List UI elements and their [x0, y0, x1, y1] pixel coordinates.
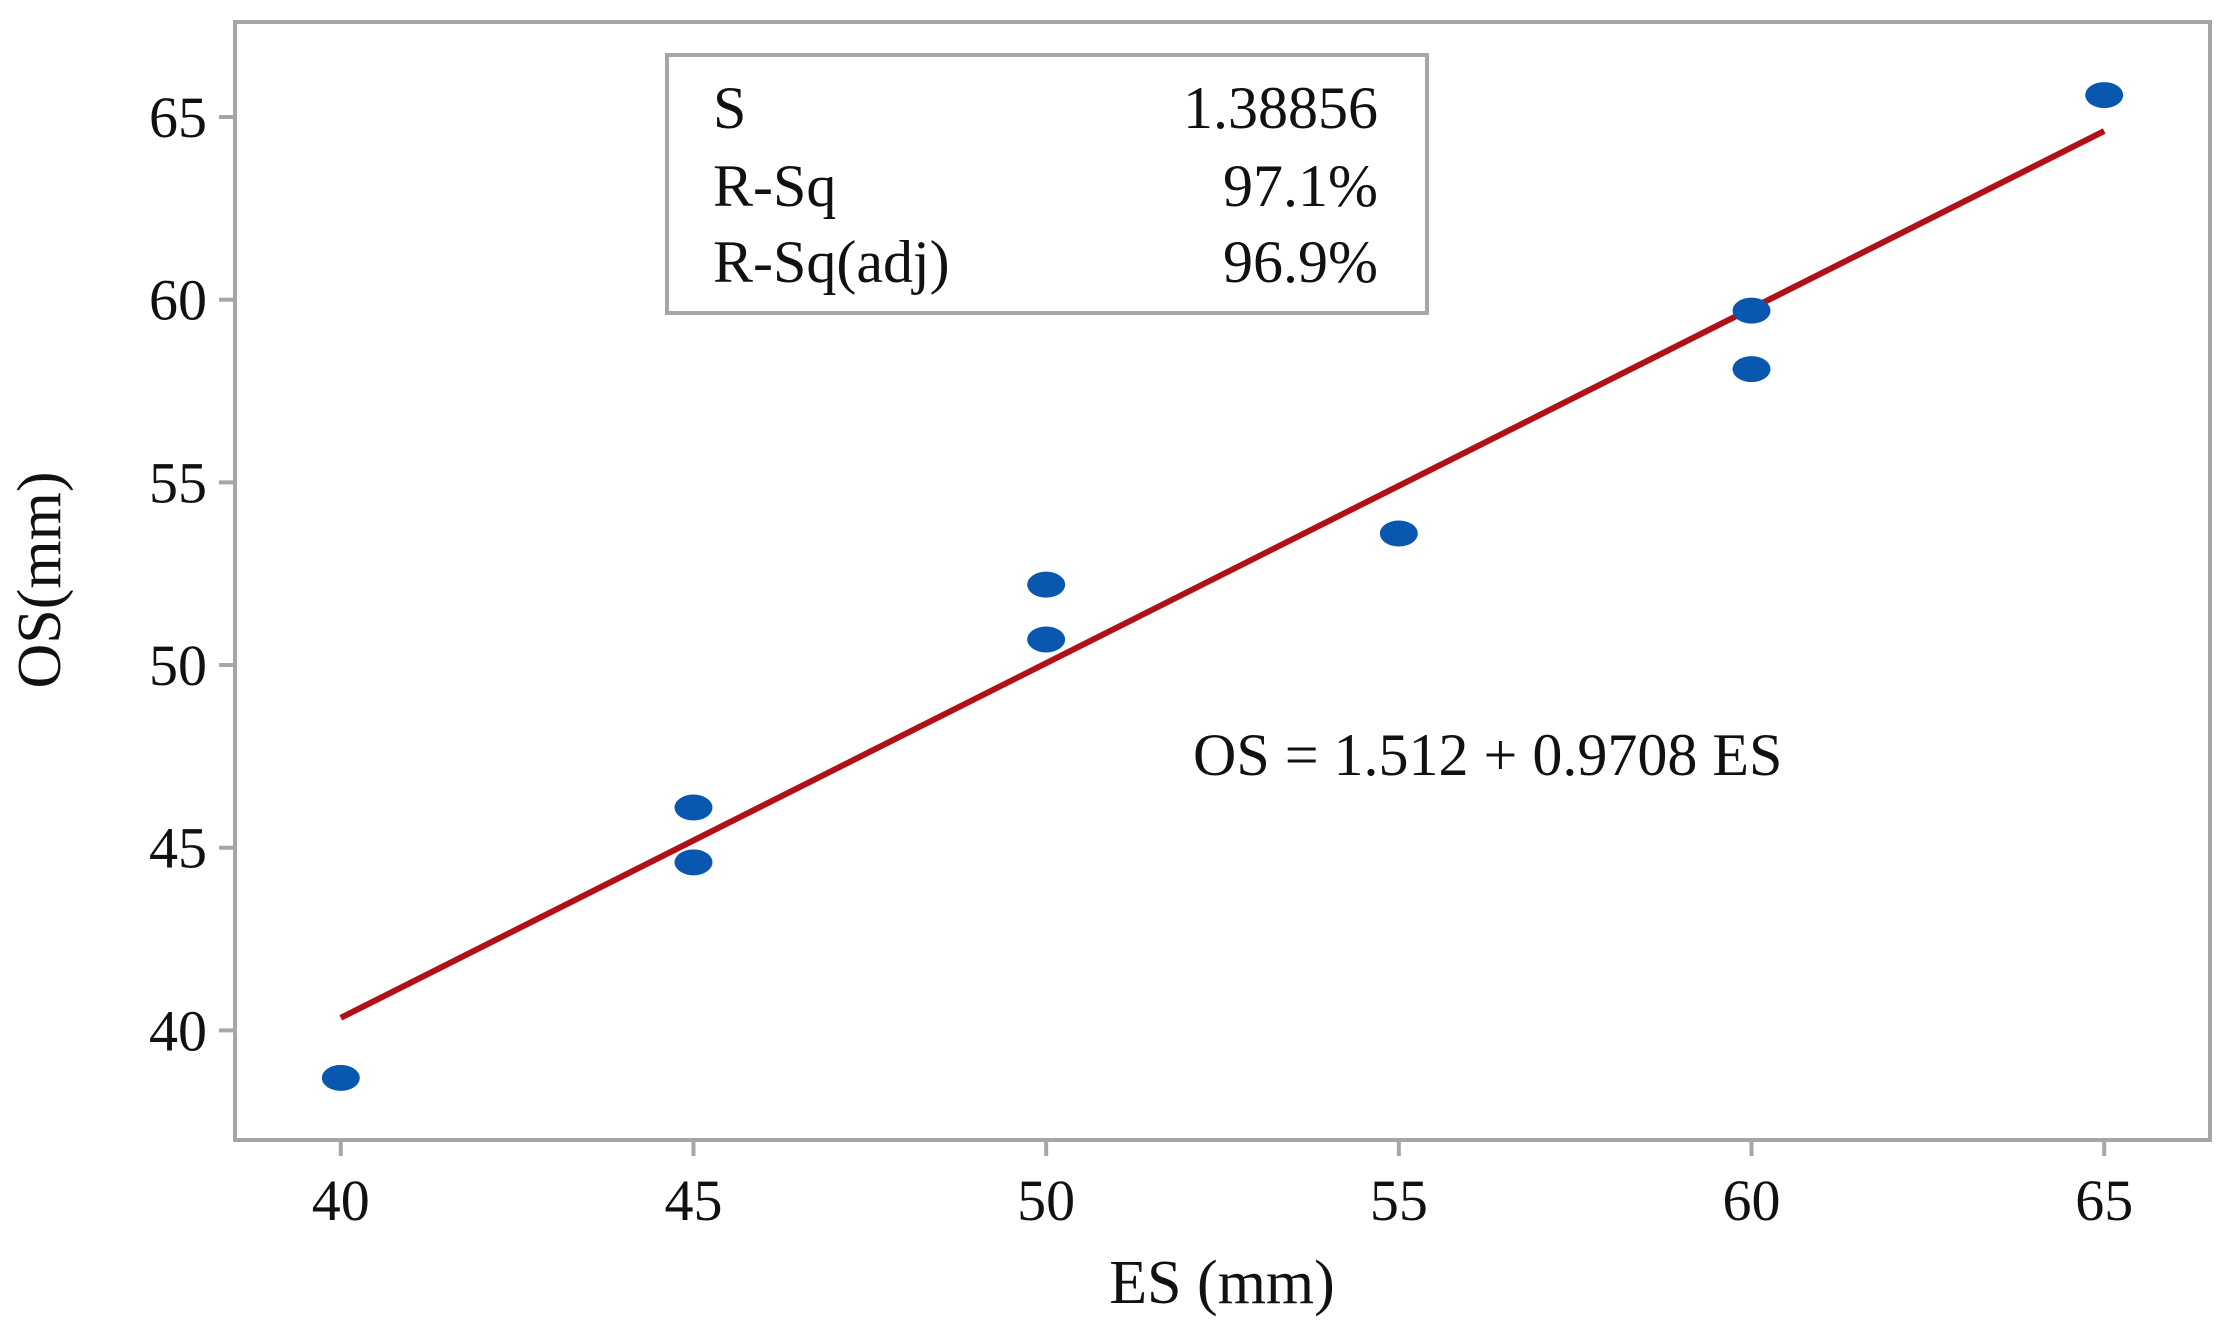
y-tick-label-40: 40	[149, 998, 207, 1063]
data-point-4	[1027, 571, 1066, 598]
data-point-2	[674, 794, 713, 821]
data-point-8	[1732, 356, 1771, 383]
x-tick-label-40: 40	[312, 1168, 370, 1233]
data-point-9	[2085, 82, 2124, 109]
x-tick-label-45: 45	[664, 1168, 722, 1233]
data-point-5	[1027, 626, 1066, 653]
y-tick-label-55: 55	[149, 450, 207, 515]
plot-area-frame	[233, 20, 2212, 1142]
data-point-1	[321, 1064, 360, 1091]
x-tick-label-55: 55	[1370, 1168, 1428, 1233]
stats-s-value: 1.38856	[1183, 75, 1378, 141]
stats-box-frame	[665, 53, 1429, 315]
y-axis-title: OS(mm)	[6, 472, 74, 689]
stats-rsq-label: R-Sq	[713, 153, 836, 219]
x-tick-label-50: 50	[1017, 1168, 1075, 1233]
x-tick-label-65: 65	[2075, 1168, 2133, 1233]
y-tick-label-45: 45	[149, 816, 207, 881]
regression-equation: OS = 1.512 + 0.9708 ES	[1193, 722, 1782, 788]
y-axis-ticks: 40 45 50 55 60 65	[149, 85, 235, 1063]
y-tick-label-50: 50	[149, 633, 207, 698]
stats-rsq-adj-value: 96.9%	[1223, 229, 1378, 295]
x-axis-ticks: 40 45 50 55 60 65	[312, 1140, 2133, 1233]
x-tick-label-60: 60	[1723, 1168, 1781, 1233]
x-axis-title: ES (mm)	[1109, 1249, 1335, 1317]
scatter-points	[321, 82, 2124, 1091]
stats-rsq-adj-label: R-Sq(adj)	[713, 229, 950, 295]
data-point-6	[1379, 520, 1418, 547]
stats-box: S 1.38856 R-Sq 97.1% R-Sq(adj) 96.9%	[665, 53, 1429, 315]
stats-rsq-value: 97.1%	[1223, 153, 1378, 219]
y-tick-label-65: 65	[149, 85, 207, 150]
y-tick-label-60: 60	[149, 268, 207, 333]
stats-s-label: S	[713, 75, 746, 141]
regression-fit-line	[339, 128, 2106, 1021]
data-point-3	[674, 849, 713, 876]
data-point-7	[1732, 297, 1771, 324]
